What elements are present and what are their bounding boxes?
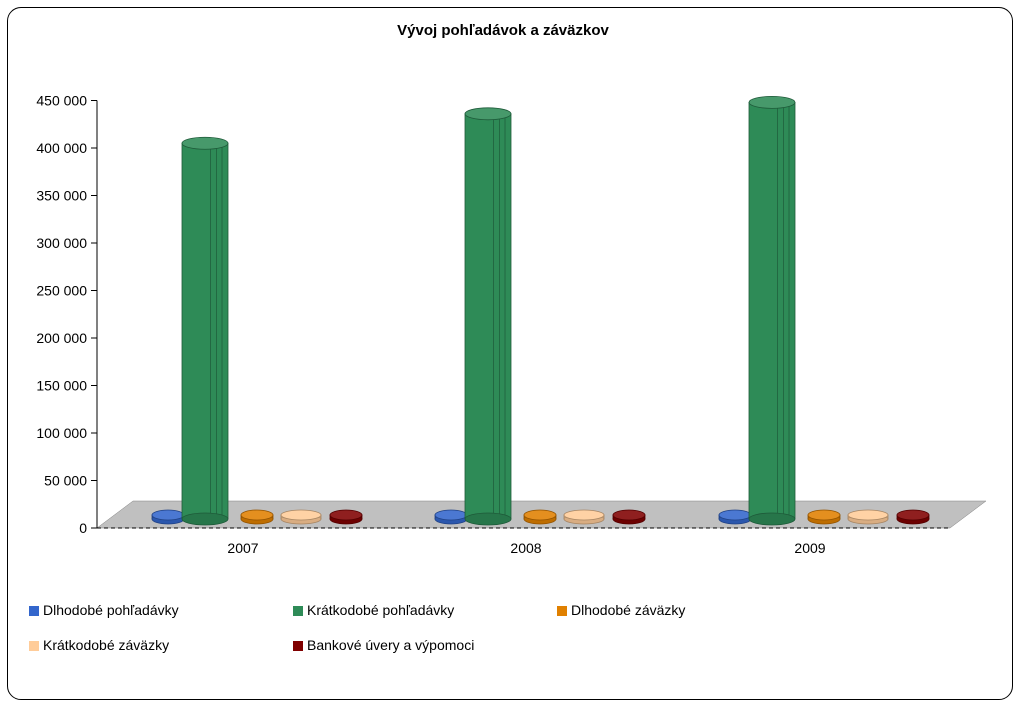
- bar: [563, 509, 605, 525]
- bar: [847, 509, 889, 525]
- y-tick-label: 50 000: [44, 473, 87, 489]
- y-tick-label: 450 000: [36, 93, 87, 109]
- y-tick-label: 100 000: [36, 425, 87, 441]
- bar: [329, 509, 363, 525]
- bar: [612, 509, 646, 525]
- x-tick-label: 2009: [794, 540, 825, 556]
- bar: [240, 509, 274, 525]
- bar: [181, 136, 229, 526]
- legend-label: Dlhodobé pohľadávky: [43, 602, 179, 618]
- x-tick-label: 2007: [227, 540, 258, 556]
- bar: [896, 509, 930, 525]
- y-tick-label: 150 000: [36, 378, 87, 394]
- legend-swatch: [29, 641, 39, 651]
- y-tick-label: 350 000: [36, 188, 87, 204]
- legend-item-kratkodobe-pohladavky: Krátkodobé pohľadávky: [293, 602, 454, 618]
- legend-label: Krátkodobé pohľadávky: [307, 602, 455, 618]
- y-tick-label: 250 000: [36, 283, 87, 299]
- bar: [434, 509, 468, 525]
- legend-swatch: [557, 606, 567, 616]
- bar: [718, 509, 752, 525]
- legend-swatch: [29, 606, 39, 616]
- legend-item-kratkodobe-zavazky: Krátkodobé záväzky: [29, 637, 169, 653]
- bar: [280, 509, 322, 525]
- bar: [464, 107, 512, 526]
- bar: [807, 509, 841, 525]
- chart-title: Vývoj pohľadávok a záväzkov: [397, 22, 609, 39]
- legend-item-dlhodobe-pohladavky: Dlhodobé pohľadávky: [29, 602, 179, 618]
- y-tick-label: 0: [79, 520, 87, 536]
- legend-label: Dlhodobé záväzky: [571, 602, 686, 618]
- bar: [523, 509, 557, 525]
- y-tick-label: 400 000: [36, 140, 87, 156]
- x-tick-label: 2008: [510, 540, 541, 556]
- legend-swatch: [293, 641, 303, 651]
- bar: [151, 509, 185, 525]
- bar: [748, 96, 796, 526]
- legend-label: Bankové úvery a výpomoci: [307, 637, 475, 653]
- y-tick-label: 200 000: [36, 330, 87, 346]
- legend-label: Krátkodobé záväzky: [43, 637, 170, 653]
- legend-item-bankove-uvery: Bankové úvery a výpomoci: [293, 637, 474, 653]
- legend-swatch: [293, 606, 303, 616]
- y-tick-label: 300 000: [36, 235, 87, 251]
- legend-item-dlhodobe-zavazky: Dlhodobé záväzky: [557, 602, 685, 618]
